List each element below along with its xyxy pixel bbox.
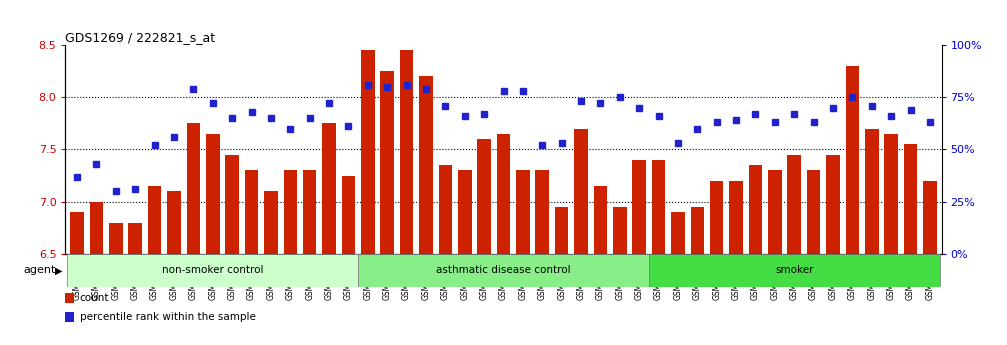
Bar — [458, 170, 471, 254]
Text: non-smoker control: non-smoker control — [162, 266, 264, 275]
Bar — [70, 212, 84, 254]
Text: percentile rank within the sample: percentile rank within the sample — [80, 312, 256, 322]
Bar — [67, 254, 358, 287]
Bar — [807, 170, 821, 254]
Bar — [691, 207, 704, 254]
Bar — [65, 293, 75, 304]
Bar — [226, 155, 239, 254]
Bar — [671, 212, 685, 254]
Bar — [536, 170, 549, 254]
Bar — [555, 207, 568, 254]
Bar — [186, 123, 200, 254]
Bar — [245, 170, 259, 254]
Bar — [652, 160, 666, 254]
Bar — [846, 66, 859, 254]
Bar — [574, 129, 588, 254]
Bar — [884, 134, 898, 254]
Bar — [903, 144, 917, 254]
Bar — [865, 129, 878, 254]
Bar — [129, 223, 142, 254]
Bar — [381, 71, 394, 254]
Bar — [400, 50, 413, 254]
Bar — [768, 170, 781, 254]
Bar — [923, 181, 937, 254]
Bar — [826, 155, 840, 254]
Text: count: count — [80, 294, 109, 304]
Bar — [341, 176, 355, 254]
Text: smoker: smoker — [775, 266, 814, 275]
Bar — [322, 123, 336, 254]
Bar — [787, 155, 801, 254]
Text: ▶: ▶ — [55, 266, 62, 275]
Bar — [109, 223, 123, 254]
Bar — [517, 170, 530, 254]
Bar — [303, 170, 316, 254]
Bar — [477, 139, 490, 254]
Bar — [496, 134, 511, 254]
Bar — [613, 207, 626, 254]
Bar — [729, 181, 743, 254]
Bar — [632, 160, 645, 254]
Bar — [358, 254, 649, 287]
Bar — [167, 191, 181, 254]
Bar — [148, 186, 161, 254]
Bar — [439, 165, 452, 254]
Bar — [748, 165, 762, 254]
Bar — [649, 254, 940, 287]
Bar — [90, 202, 104, 254]
Bar — [206, 134, 220, 254]
Text: asthmatic disease control: asthmatic disease control — [436, 266, 571, 275]
Bar — [264, 191, 278, 254]
Bar — [419, 76, 433, 254]
Bar — [284, 170, 297, 254]
Bar — [362, 50, 375, 254]
Text: agent: agent — [23, 266, 55, 275]
Bar — [594, 186, 607, 254]
Bar — [65, 312, 75, 322]
Text: GDS1269 / 222821_s_at: GDS1269 / 222821_s_at — [65, 31, 215, 44]
Bar — [710, 181, 723, 254]
